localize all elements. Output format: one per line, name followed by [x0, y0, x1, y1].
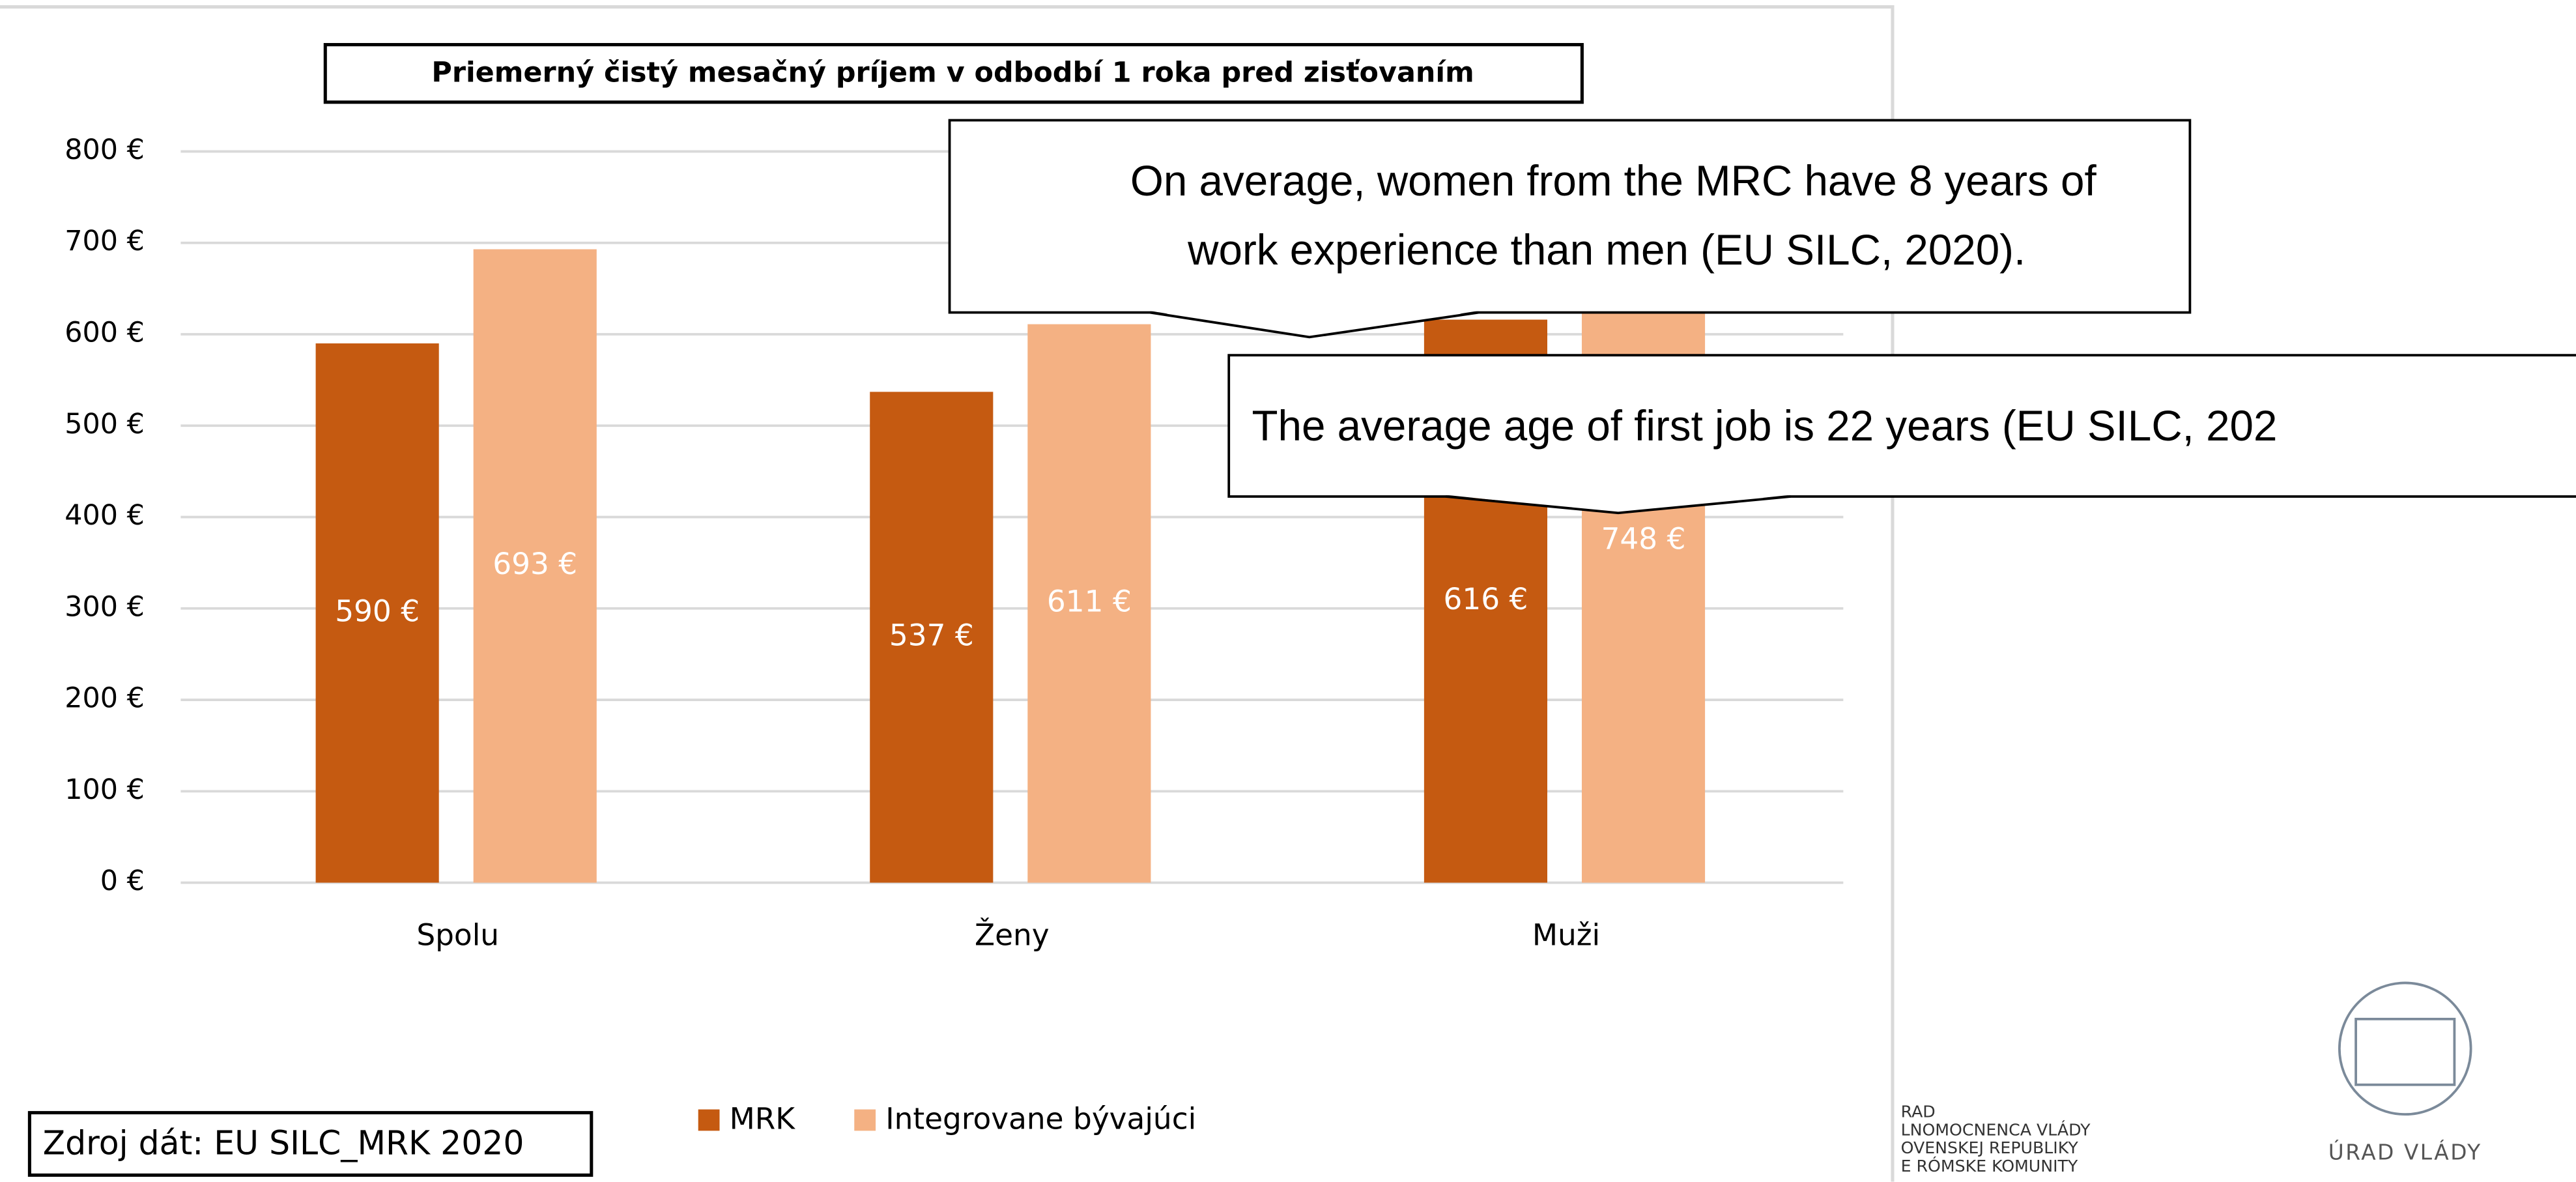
logo-text: LNOMOCNENCA VLÁDY	[1901, 1120, 2091, 1139]
source: Zdroj dát: EU SILC_MRK 2020	[43, 1124, 524, 1162]
data-label: 611 €	[1047, 584, 1132, 619]
y-tick-label: 0 €	[100, 865, 145, 897]
y-tick-label: 200 €	[64, 682, 145, 715]
y-tick-label: 800 €	[64, 134, 145, 166]
data-label: 616 €	[1443, 582, 1528, 616]
callout-pointer	[1150, 311, 1479, 338]
logo-text: OVENSKEJ REPUBLIKY	[1901, 1138, 2079, 1157]
logo-building	[2354, 1018, 2456, 1086]
logo: ÚRAD VLÁDY	[2328, 981, 2482, 1165]
bar	[1027, 324, 1151, 883]
legend-swatch	[698, 1109, 720, 1131]
y-tick-label: 400 €	[64, 499, 145, 532]
y-tick-label: 100 €	[64, 773, 145, 806]
logo-text: E RÓMSKE KOMUNITY	[1901, 1156, 2078, 1175]
data-label: 537 €	[889, 618, 974, 652]
y-tick-label: 600 €	[64, 316, 145, 349]
y-tick-label: 300 €	[64, 590, 145, 623]
callout-pointer	[1446, 495, 1791, 513]
x-tick-label: Muži	[1532, 917, 1600, 952]
callout-pointer-edge	[1149, 311, 1479, 339]
callout-text: work experience than men (EU SILC, 2020)…	[1187, 226, 2025, 274]
chart-title: Priemerný čistý mesačný príjem v odbodbí…	[431, 56, 1474, 89]
data-label: 693 €	[493, 547, 577, 581]
x-tick-label: Spolu	[416, 917, 499, 952]
y-tick-label: 500 €	[64, 408, 145, 440]
legend-swatch	[854, 1109, 876, 1131]
chart-frame	[0, 5, 1895, 1182]
bar	[473, 249, 597, 883]
callout-pointer-edge	[1445, 495, 1791, 515]
bar	[315, 343, 439, 883]
data-label: 748 €	[1601, 521, 1686, 556]
logo-emblem	[2338, 981, 2472, 1116]
title-box	[323, 43, 1584, 104]
callout-text: The average age of first job is 22 years…	[1252, 402, 2278, 450]
callout-box	[948, 119, 2192, 314]
callout-text: On average, women from the MRC have 8 ye…	[1130, 157, 2097, 205]
legend-label: MRK	[730, 1102, 796, 1136]
legend-label: Integrovane bývajúci	[885, 1102, 1196, 1136]
bar	[870, 392, 994, 883]
y-tick-label: 700 €	[64, 225, 145, 257]
callout-box	[1227, 354, 2576, 498]
source-box	[27, 1111, 594, 1177]
data-label: 590 €	[335, 594, 420, 628]
logo-name: ÚRAD VLÁDY	[2328, 1140, 2482, 1165]
logo-text: RAD	[1901, 1103, 1936, 1121]
x-tick-label: Ženy	[975, 917, 1050, 952]
